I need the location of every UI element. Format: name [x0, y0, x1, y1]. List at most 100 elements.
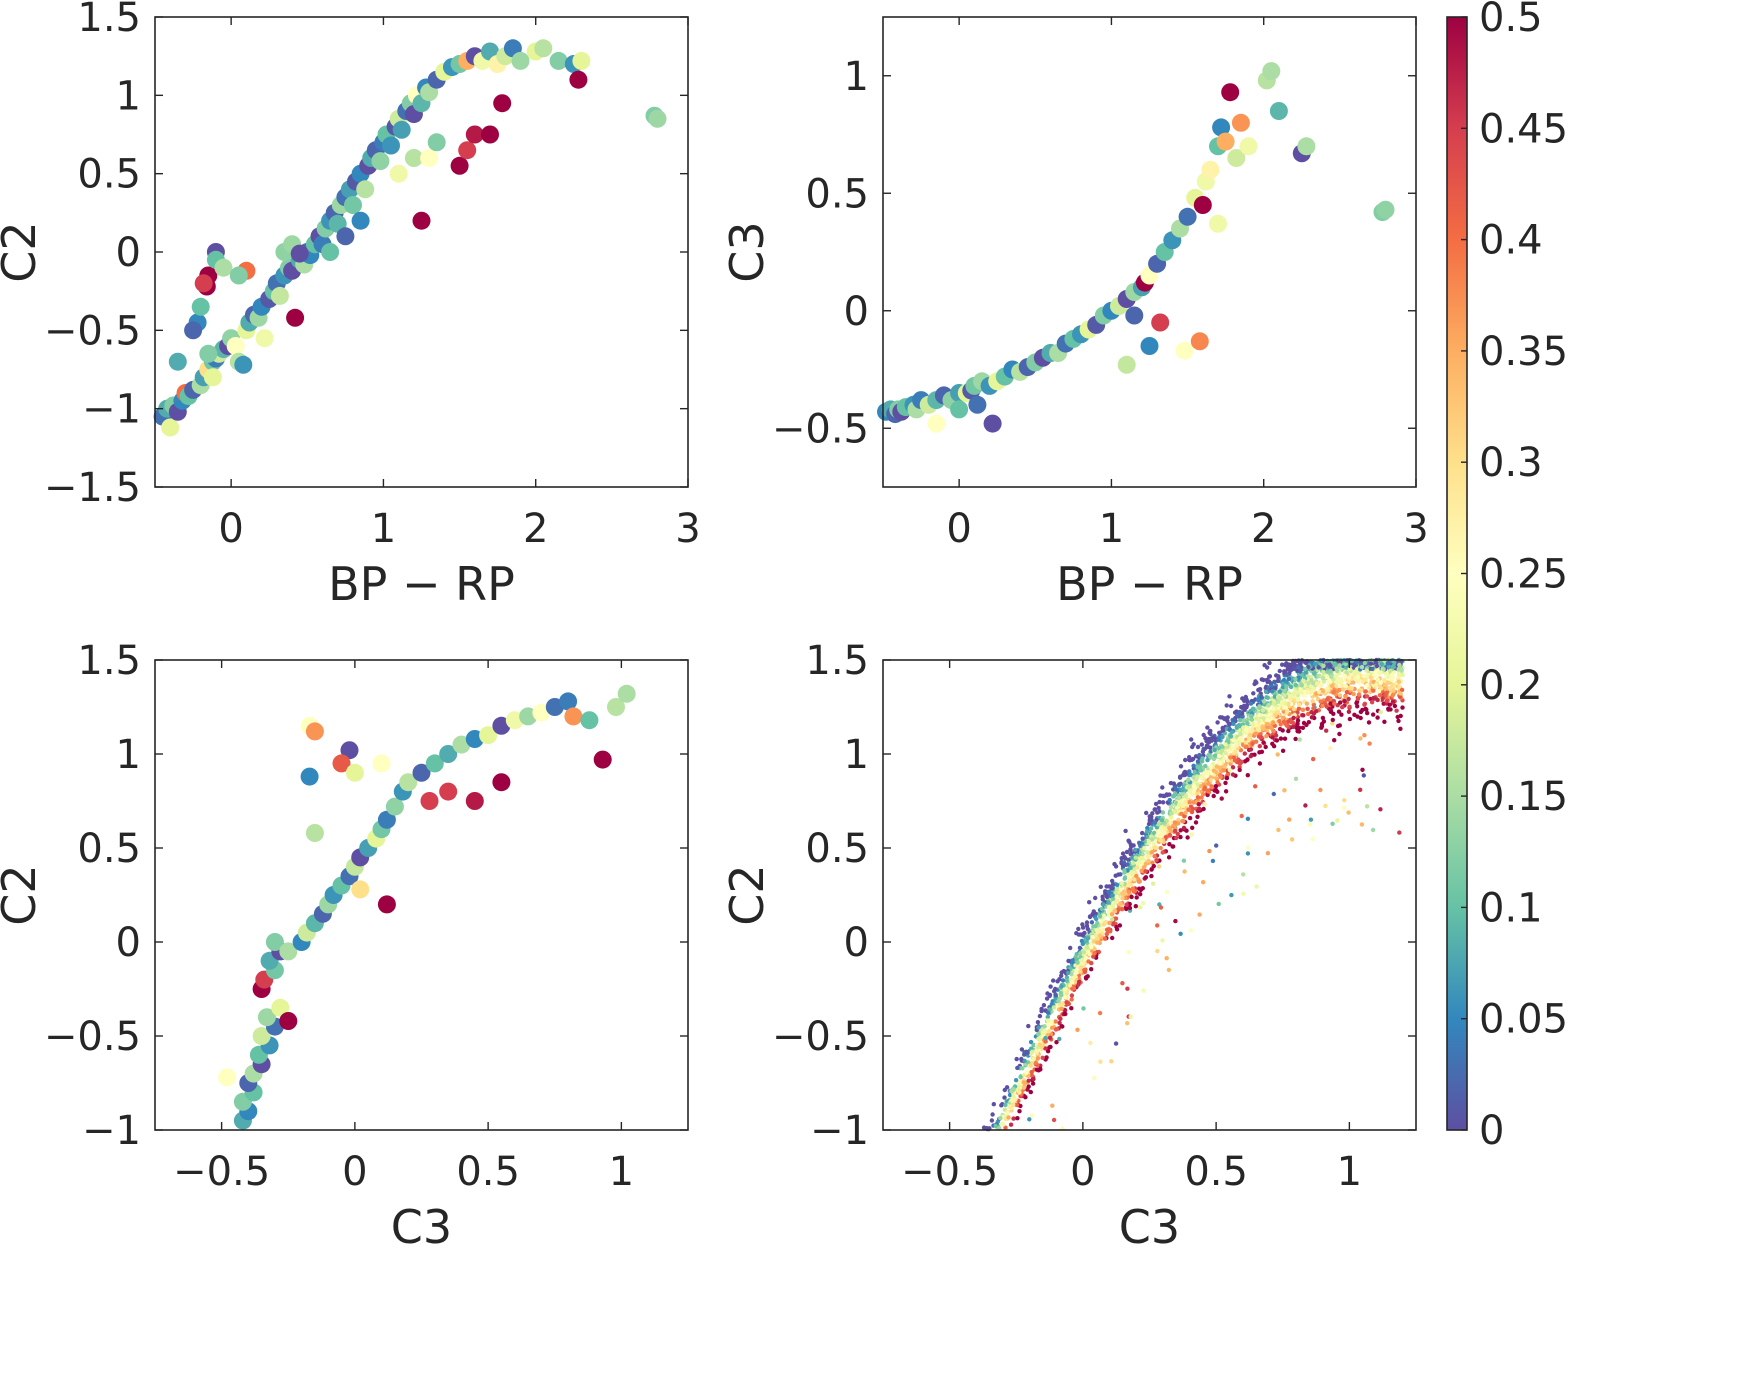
- scatter-point: [1279, 699, 1285, 705]
- scatter-point: [218, 1068, 236, 1087]
- scatter-point: [1364, 707, 1369, 712]
- scatter-point: [1386, 707, 1391, 712]
- scatter-point: [1127, 878, 1132, 883]
- y-tick-label: −1: [810, 1108, 869, 1154]
- scatter-point: [1101, 928, 1106, 933]
- scatter-point: [1101, 902, 1106, 907]
- scatter-point: [1259, 694, 1264, 699]
- scatter-point: [1155, 833, 1160, 838]
- scatter-point: [1245, 816, 1251, 821]
- colorbar-tick-label: 0.2: [1479, 663, 1543, 709]
- scatter-point: [1114, 887, 1120, 892]
- scatter-point: [1366, 720, 1372, 725]
- scatter-point: [1398, 726, 1403, 731]
- scatter-point: [1160, 938, 1165, 943]
- scatter-point: [1208, 777, 1213, 783]
- scatter-point: [1215, 780, 1220, 785]
- plot-area: [155, 660, 688, 1130]
- scatter-point: [1139, 855, 1144, 861]
- scatter-point: [1214, 764, 1220, 769]
- scatter-point: [1195, 814, 1200, 819]
- scatter-point: [161, 418, 180, 437]
- scatter-point: [1346, 810, 1351, 815]
- scatter-point: [1031, 1076, 1036, 1082]
- scatter-point: [1076, 932, 1082, 937]
- scatter-point: [1288, 668, 1294, 673]
- scatter-point: [1240, 714, 1245, 719]
- scatter-point: [1323, 803, 1328, 809]
- scatter-point: [1180, 791, 1186, 797]
- scatter-point: [1168, 820, 1173, 825]
- scatter-point: [1152, 807, 1157, 812]
- scatter-point: [336, 227, 355, 246]
- scatter-point: [1110, 893, 1115, 898]
- scatter-point: [1363, 689, 1369, 694]
- scatter-point: [1261, 726, 1266, 732]
- scatter-point: [1187, 755, 1192, 760]
- scatter-point: [1123, 828, 1128, 834]
- scatter-point: [1308, 817, 1314, 822]
- x-tick-label: 3: [675, 506, 700, 552]
- scatter-point: [1124, 906, 1129, 912]
- scatter-point: [1195, 782, 1200, 787]
- scatter-point: [1169, 811, 1174, 816]
- scatter-point: [1133, 847, 1138, 853]
- scatter-point: [377, 810, 396, 829]
- scatter-point: [1019, 1056, 1024, 1062]
- scatter-point: [990, 1112, 995, 1117]
- scatter-point: [1276, 699, 1281, 704]
- scatter-point: [1337, 693, 1343, 698]
- scatter-point: [1400, 705, 1405, 710]
- scatter-point: [1304, 701, 1310, 706]
- scatter-point: [1225, 718, 1230, 724]
- scatter-point: [1034, 1048, 1039, 1054]
- scatter-point: [1320, 715, 1326, 721]
- scatter-point: [1064, 1000, 1069, 1005]
- scatter-point: [1332, 701, 1337, 706]
- scatter-point: [1269, 102, 1288, 120]
- scatter-point: [1300, 725, 1306, 730]
- scatter-point: [1313, 661, 1318, 666]
- scatter-point: [1149, 867, 1154, 872]
- scatter-point: [1295, 710, 1300, 715]
- scatter-point: [1195, 795, 1201, 800]
- scatter-point: [1024, 1070, 1029, 1075]
- x-tick-label: −0.5: [173, 1149, 270, 1195]
- scatter-point: [1057, 1036, 1062, 1042]
- scatter-point: [1237, 767, 1242, 773]
- scatter-point: [1014, 1056, 1019, 1062]
- scatter-point: [1362, 660, 1368, 666]
- scatter-point: [1157, 799, 1162, 805]
- scatter-point: [607, 698, 625, 716]
- scatter-point: [1210, 858, 1216, 864]
- scatter-point: [1264, 733, 1269, 739]
- scatter-point: [1384, 690, 1390, 695]
- scatter-point: [1158, 845, 1163, 851]
- scatter-point: [1029, 1069, 1034, 1075]
- scatter-point: [1303, 666, 1308, 672]
- scatter-point: [1391, 664, 1396, 670]
- scatter-point: [1306, 681, 1311, 686]
- scatter-point: [1140, 337, 1159, 355]
- scatter-point: [1267, 674, 1273, 679]
- scatter-point: [1253, 731, 1259, 736]
- scatter-point: [1337, 687, 1342, 693]
- x-tick-label: 0.5: [456, 1149, 520, 1195]
- scatter-point: [1355, 674, 1361, 679]
- scatter-point: [1224, 703, 1229, 708]
- scatter-point: [1129, 844, 1134, 849]
- scatter-point: [1275, 678, 1281, 684]
- scatter-point: [1002, 1087, 1007, 1093]
- scatter-point: [1377, 693, 1383, 698]
- scatter-point: [1039, 1008, 1044, 1014]
- scatter-point: [1204, 770, 1209, 775]
- scatter-point: [1375, 715, 1380, 720]
- scatter-point: [1364, 683, 1370, 688]
- scatter-point: [1232, 717, 1237, 722]
- scatter-point: [1239, 759, 1244, 765]
- scatter-point: [493, 94, 512, 113]
- scatter-point: [1105, 927, 1110, 932]
- scatter-point: [1314, 681, 1320, 686]
- scatter-point: [1047, 1035, 1053, 1041]
- scatter-point: [1053, 993, 1058, 998]
